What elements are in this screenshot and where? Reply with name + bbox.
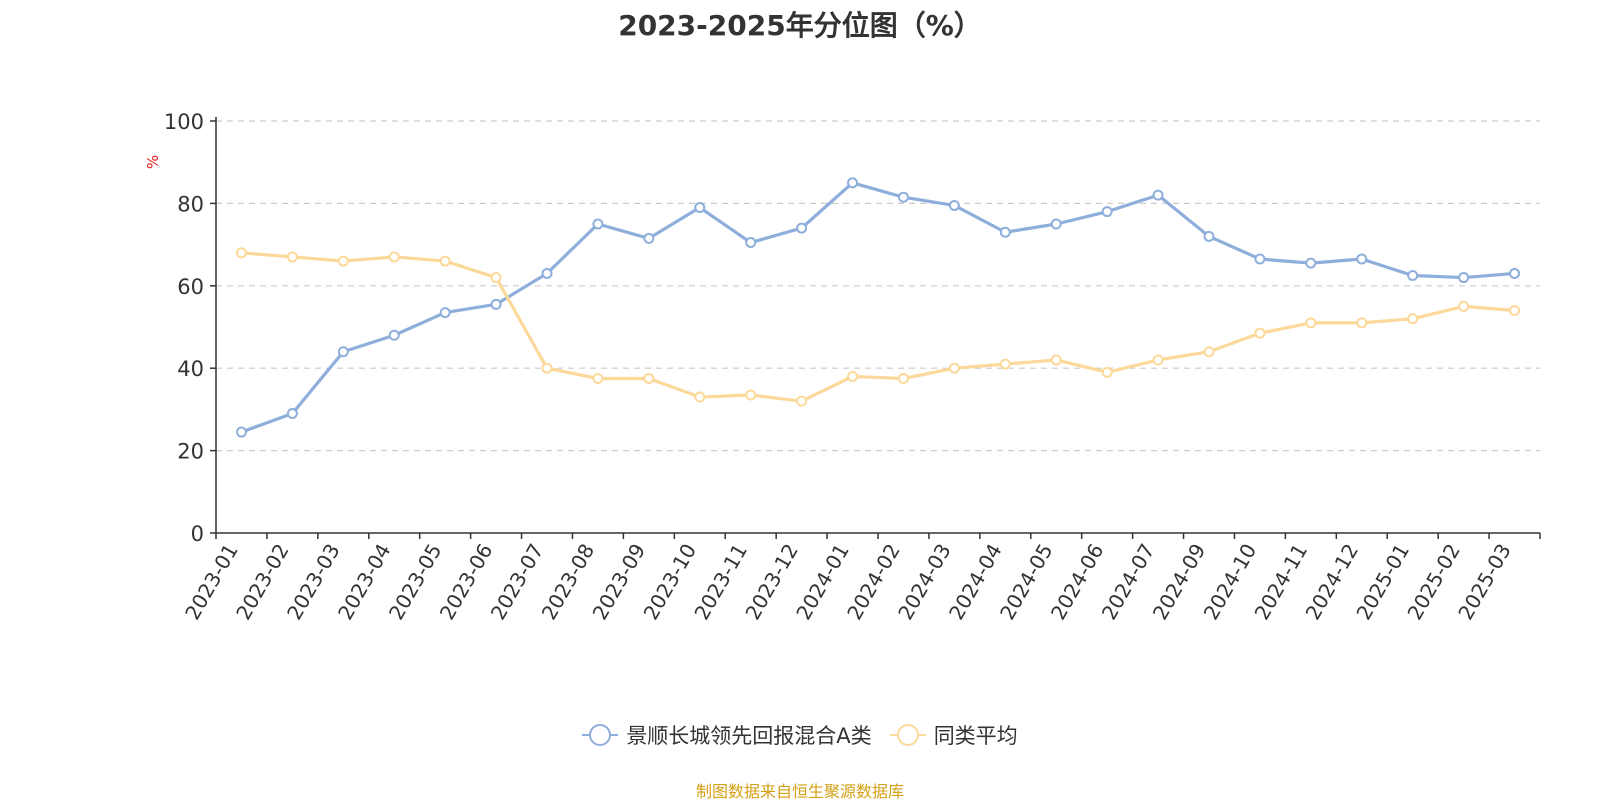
data-point xyxy=(388,251,400,263)
legend: 景顺长城领先回报混合A类 同类平均 xyxy=(0,720,1600,750)
data-point xyxy=(337,346,349,358)
data-point xyxy=(1101,206,1113,218)
data-point xyxy=(694,202,706,214)
source-note: 制图数据来自恒生聚源数据库 xyxy=(695,782,904,801)
data-point xyxy=(235,247,247,259)
data-point xyxy=(897,191,909,203)
data-point xyxy=(1509,267,1521,279)
legend-item-fund[interactable]: 景顺长城领先回报混合A类 xyxy=(582,720,872,750)
data-point xyxy=(286,251,298,263)
data-point xyxy=(948,199,960,211)
data-point xyxy=(897,373,909,384)
data-point xyxy=(643,373,655,384)
data-point xyxy=(1101,366,1113,378)
data-point xyxy=(1050,218,1062,230)
series-lines xyxy=(235,177,1521,438)
data-point xyxy=(796,395,808,407)
data-point xyxy=(337,255,349,267)
y-tick-label: 40 xyxy=(177,357,204,381)
legend-label-average: 同类平均 xyxy=(933,724,1018,748)
y-tick-label: 80 xyxy=(177,192,204,216)
data-point xyxy=(541,362,553,374)
data-point xyxy=(1203,346,1215,358)
data-point xyxy=(286,408,298,420)
legend-label-fund: 景顺长城领先回报混合A类 xyxy=(626,724,872,748)
data-point xyxy=(694,391,706,403)
series-0 xyxy=(235,177,1521,438)
data-point xyxy=(1356,317,1368,329)
legend-marker-average-icon xyxy=(889,724,926,746)
y-axis-label: % xyxy=(144,155,162,169)
data-point xyxy=(745,389,757,401)
y-tick-label: 60 xyxy=(177,275,204,299)
data-point xyxy=(1407,270,1419,281)
legend-item-average[interactable]: 同类平均 xyxy=(889,720,1018,750)
data-point xyxy=(1305,317,1317,329)
data-point xyxy=(1356,253,1368,265)
data-point xyxy=(847,177,859,189)
data-point xyxy=(745,237,757,249)
data-point xyxy=(439,255,451,267)
data-point xyxy=(643,232,655,244)
chart-title: 2023-2025年分位图（%） xyxy=(618,9,982,42)
data-point xyxy=(388,329,400,341)
data-point xyxy=(796,222,808,234)
series-line-0 xyxy=(239,181,1517,434)
data-point xyxy=(1050,354,1062,366)
data-point xyxy=(847,370,859,382)
data-point xyxy=(490,298,502,310)
line-chart: 0204060801002023-012023-022023-032023-04… xyxy=(144,110,1541,624)
data-point xyxy=(1458,300,1470,312)
data-point xyxy=(1305,257,1317,269)
data-point xyxy=(1509,305,1521,317)
y-tick-label: 100 xyxy=(164,110,204,134)
data-point xyxy=(592,218,604,230)
data-point xyxy=(1254,327,1266,339)
data-point xyxy=(235,426,247,438)
data-point xyxy=(1152,189,1164,201)
data-point xyxy=(999,226,1011,238)
data-point xyxy=(1152,354,1164,366)
series-line-1 xyxy=(239,251,1517,403)
data-point xyxy=(490,272,502,284)
data-point xyxy=(948,362,960,374)
y-tick-label: 20 xyxy=(177,440,204,464)
y-tick-label: 0 xyxy=(191,522,204,546)
data-point xyxy=(1407,313,1419,325)
data-point xyxy=(592,373,604,384)
data-point xyxy=(1254,253,1266,265)
data-point xyxy=(1458,272,1470,284)
data-point xyxy=(541,267,553,279)
grid-lines xyxy=(216,120,1540,452)
data-point xyxy=(439,307,451,319)
legend-marker-fund-icon xyxy=(582,724,619,746)
data-point xyxy=(1203,230,1215,242)
series-1 xyxy=(235,247,1521,407)
data-point xyxy=(999,358,1011,370)
